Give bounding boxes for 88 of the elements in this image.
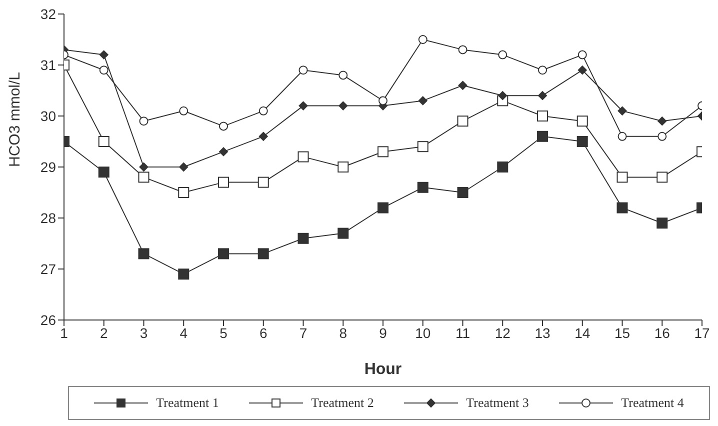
legend-label: Treatment 1 <box>156 395 219 411</box>
point <box>338 70 348 80</box>
point <box>258 176 269 188</box>
point <box>656 172 668 183</box>
point <box>576 136 588 147</box>
y-tick-label: 28 <box>40 210 56 226</box>
point <box>378 202 388 214</box>
point <box>417 141 428 152</box>
x-tick-label: 15 <box>614 324 630 341</box>
y-tick-label: 27 <box>40 260 56 277</box>
legend-label: Treatment 3 <box>466 395 529 411</box>
point <box>616 202 628 214</box>
point <box>139 116 148 126</box>
point <box>138 172 150 183</box>
point <box>338 162 349 172</box>
point <box>178 187 190 198</box>
y-tick-label: 31 <box>40 56 56 73</box>
point <box>497 162 508 172</box>
point <box>99 50 108 60</box>
point <box>298 66 308 75</box>
x-tick-label: 5 <box>220 324 228 341</box>
point <box>178 268 190 280</box>
point <box>338 228 349 239</box>
x-tick-label: 11 <box>455 324 470 341</box>
point <box>578 50 587 60</box>
x-tick-label: 14 <box>574 324 590 341</box>
point <box>138 248 150 260</box>
point <box>179 162 188 172</box>
point <box>498 50 508 60</box>
point <box>417 182 428 193</box>
x-tick-label: 10 <box>415 324 431 341</box>
point <box>98 166 110 178</box>
y-tick-label: 32 <box>40 6 56 22</box>
point <box>537 130 548 142</box>
x-tick-label: 9 <box>379 324 388 341</box>
x-tick-label: 2 <box>100 324 108 341</box>
y-tick-label: 26 <box>40 312 56 328</box>
point <box>338 101 348 110</box>
x-tick-label: 7 <box>299 324 308 341</box>
x-tick-label: 17 <box>694 324 710 341</box>
point <box>418 35 428 44</box>
y-tick-label: 30 <box>40 108 56 124</box>
x-tick-label: 8 <box>339 324 348 341</box>
point <box>218 248 229 260</box>
x-tick-label: 1 <box>60 324 68 341</box>
point <box>618 106 627 116</box>
point <box>538 66 547 75</box>
point <box>618 132 627 141</box>
point <box>258 132 268 141</box>
point <box>298 101 308 110</box>
point <box>656 218 668 229</box>
point <box>457 187 468 198</box>
point <box>218 176 229 188</box>
point <box>179 106 188 116</box>
point <box>378 96 388 106</box>
point <box>616 172 628 183</box>
point <box>99 66 108 75</box>
point <box>418 96 428 106</box>
point <box>378 146 388 158</box>
x-axis-title: Hour <box>364 361 402 378</box>
x-tick-label: 6 <box>259 324 268 341</box>
x-tick-label: 4 <box>180 324 188 341</box>
point <box>537 110 548 122</box>
point <box>578 66 587 75</box>
point <box>457 116 468 127</box>
legend-label: Treatment 2 <box>311 395 374 411</box>
point <box>219 122 228 131</box>
x-tick-label: 12 <box>494 324 511 341</box>
point <box>139 162 148 172</box>
y-tick-label: 29 <box>40 158 56 175</box>
point <box>498 91 508 100</box>
legend-label: Treatment 4 <box>621 395 684 411</box>
x-tick-label: 13 <box>534 324 550 341</box>
point <box>576 116 588 127</box>
x-tick-label: 16 <box>654 324 670 341</box>
point <box>298 151 309 162</box>
point <box>219 147 228 156</box>
point <box>298 232 309 244</box>
x-tick-label: 3 <box>140 324 148 341</box>
point <box>658 132 667 141</box>
point <box>98 136 110 147</box>
point <box>258 248 269 260</box>
point <box>658 116 667 126</box>
y-axis-title: HCO3 mmol/L <box>6 72 24 167</box>
point <box>538 91 547 100</box>
point <box>258 106 268 116</box>
point <box>458 45 468 54</box>
point <box>458 80 468 90</box>
